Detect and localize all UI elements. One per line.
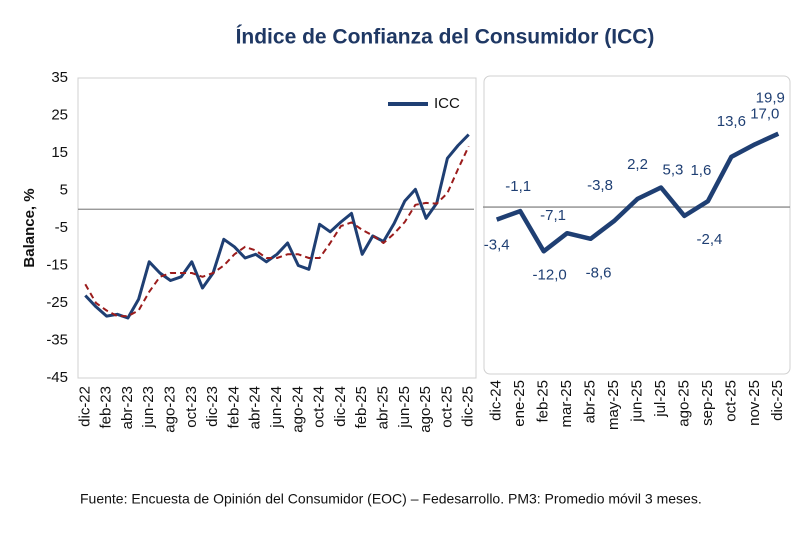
x-tick-label: jun-25 xyxy=(628,380,645,423)
x-tick-label: abr-24 xyxy=(247,386,264,429)
y-tick-label: 5 xyxy=(60,181,68,198)
y-tick-label: -45 xyxy=(46,369,68,386)
y-tick-label: -35 xyxy=(46,331,68,348)
x-tick-label: oct-23 xyxy=(183,386,200,428)
chart-title: Índice de Confianza del Consumidor (ICC) xyxy=(236,26,655,49)
x-tick-label: dic-25 xyxy=(460,386,477,427)
x-tick-label: oct-25 xyxy=(722,380,739,422)
x-tick-label: dic-23 xyxy=(204,386,221,427)
x-tick-label: abr-25 xyxy=(582,380,599,423)
y-tick-label: -5 xyxy=(55,219,68,236)
y-tick-label: 15 xyxy=(51,144,68,161)
data-label: -8,6 xyxy=(586,265,612,282)
x-tick-label: dic-25 xyxy=(769,380,786,421)
right-panel xyxy=(483,75,791,375)
x-tick-label: nov-25 xyxy=(746,380,763,426)
x-tick-label: mar-25 xyxy=(558,380,575,428)
series-line xyxy=(84,133,470,320)
x-tick-label: oct-24 xyxy=(311,386,328,428)
x-tick-label: feb-25 xyxy=(535,380,552,423)
x-tick-label: jun-23 xyxy=(140,386,157,429)
data-label: 5,3 xyxy=(663,161,684,178)
data-label: 13,6 xyxy=(717,113,746,130)
data-label: -1,1 xyxy=(505,178,531,195)
x-tick-label: ene-25 xyxy=(511,380,528,427)
y-axis-label: Balance, % xyxy=(21,188,38,267)
data-label: 1,6 xyxy=(690,162,711,179)
legend-label: ICC xyxy=(434,95,460,112)
data-label: -12,0 xyxy=(533,266,567,283)
x-tick-label: jun-25 xyxy=(396,386,413,429)
x-tick-label: sep-25 xyxy=(699,380,716,426)
x-tick-label: oct-25 xyxy=(438,386,455,428)
x-tick-label: dic-24 xyxy=(332,386,349,427)
x-tick-label: may-25 xyxy=(605,380,622,430)
x-tick-label: feb-24 xyxy=(225,386,242,429)
y-tick-label: -15 xyxy=(46,256,68,273)
y-tick-label: 35 xyxy=(51,69,68,86)
x-tick-label: jul-25 xyxy=(652,380,669,418)
data-label: 19,9 xyxy=(756,90,785,107)
x-tick-label: dic-24 xyxy=(488,380,505,421)
x-tick-label: ago-24 xyxy=(289,386,306,433)
data-label: 2,2 xyxy=(627,156,648,173)
y-tick-label: 25 xyxy=(51,106,68,123)
y-tick-label: -25 xyxy=(46,294,68,311)
data-label: -7,1 xyxy=(540,207,566,224)
data-label: -3,4 xyxy=(484,237,510,254)
x-tick-label: ago-23 xyxy=(161,386,178,433)
x-tick-label: feb-23 xyxy=(98,386,115,429)
data-label: -3,8 xyxy=(587,177,613,194)
x-tick-label: feb-25 xyxy=(353,386,370,429)
series-line xyxy=(495,131,780,254)
x-tick-label: abr-25 xyxy=(374,386,391,429)
x-tick-label: ago-25 xyxy=(417,386,434,433)
x-tick-label: dic-22 xyxy=(76,386,93,427)
data-label: -2,4 xyxy=(696,231,722,248)
moving-average-line xyxy=(84,145,470,318)
x-tick-label: jun-24 xyxy=(268,386,285,429)
x-tick-label: ago-25 xyxy=(675,380,692,427)
x-tick-label: abr-23 xyxy=(119,386,136,429)
data-label: 17,0 xyxy=(750,105,779,122)
source-note: Fuente: Encuesta de Opinión del Consumid… xyxy=(80,491,702,507)
left-panel xyxy=(77,77,477,379)
